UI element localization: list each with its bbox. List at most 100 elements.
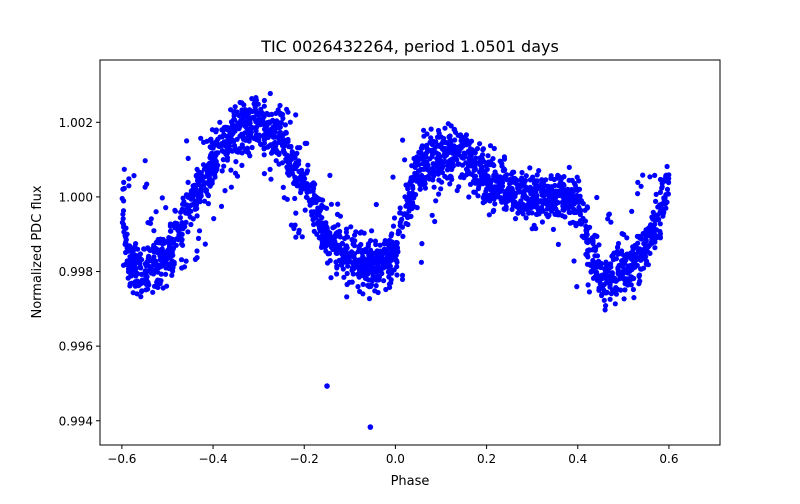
data-point: [324, 237, 330, 243]
y-axis: 0.994 0.996 0.998 1.000 1.002: [59, 116, 100, 428]
data-point: [121, 224, 127, 230]
data-point: [349, 265, 356, 271]
data-point: [270, 117, 276, 123]
data-point: [198, 135, 204, 141]
data-point: [487, 177, 493, 183]
data-point: [575, 196, 581, 202]
data-point: [239, 150, 245, 156]
data-point: [361, 230, 367, 236]
data-point: [490, 208, 496, 215]
data-point: [507, 197, 513, 203]
data-point: [635, 179, 641, 185]
data-point: [526, 202, 532, 208]
data-point: [367, 257, 373, 263]
data-point: [197, 199, 203, 205]
data-point: [237, 146, 243, 152]
data-point: [308, 182, 314, 188]
data-point: [287, 119, 293, 125]
data-point: [520, 188, 527, 195]
data-point: [436, 130, 442, 136]
data-point: [373, 255, 379, 261]
data-point: [192, 256, 198, 262]
data-point: [531, 189, 538, 196]
data-point: [427, 139, 433, 145]
data-point: [240, 131, 246, 138]
data-point: [467, 181, 474, 187]
data-point: [619, 231, 625, 237]
data-point: [555, 241, 562, 247]
data-point: [451, 143, 457, 149]
data-point: [561, 174, 567, 180]
data-point: [492, 193, 499, 199]
data-point: [534, 203, 540, 210]
data-point: [373, 201, 379, 208]
data-point: [461, 175, 467, 181]
data-point: [478, 166, 484, 173]
data-point: [465, 139, 471, 145]
data-point: [386, 237, 393, 243]
data-point: [141, 246, 147, 252]
data-point: [232, 170, 239, 176]
data-point: [408, 213, 414, 219]
data-point: [483, 188, 489, 194]
data-point: [379, 265, 385, 271]
data-point: [320, 232, 326, 238]
data-point: [370, 270, 376, 276]
y-tick-label: 0.994: [59, 414, 93, 428]
data-point: [354, 261, 360, 268]
data-point: [344, 281, 350, 288]
data-point: [292, 222, 298, 228]
data-point: [133, 260, 139, 266]
data-point: [136, 256, 142, 262]
data-point: [630, 253, 636, 259]
data-point: [144, 268, 150, 274]
data-point: [410, 200, 416, 206]
data-point: [302, 207, 308, 213]
data-point: [343, 244, 349, 250]
data-point: [293, 180, 300, 186]
data-point: [481, 179, 487, 185]
data-point: [280, 184, 286, 190]
data-point: [276, 151, 282, 157]
data-point: [603, 261, 609, 267]
data-points: [119, 90, 672, 430]
data-point: [643, 261, 649, 267]
data-point: [638, 266, 644, 272]
data-point: [299, 234, 305, 240]
data-point: [348, 224, 354, 230]
data-point: [307, 202, 313, 208]
data-point: [343, 229, 349, 235]
data-point: [217, 119, 223, 125]
data-point: [392, 256, 399, 262]
data-point: [433, 198, 439, 204]
data-point: [311, 192, 318, 199]
data-point: [444, 175, 450, 181]
data-point: [273, 134, 279, 140]
data-point: [454, 152, 460, 158]
data-point: [282, 142, 288, 148]
data-point: [178, 257, 185, 263]
data-point: [224, 157, 230, 163]
data-point: [167, 243, 173, 249]
data-point: [652, 235, 658, 241]
data-point: [593, 233, 599, 239]
data-point: [151, 261, 157, 267]
data-point: [258, 141, 264, 147]
data-point: [268, 176, 274, 182]
data-point: [637, 278, 643, 284]
data-point: [649, 214, 655, 220]
data-point: [352, 256, 358, 262]
data-point: [211, 216, 217, 222]
data-point: [400, 137, 406, 143]
data-point: [194, 248, 200, 254]
data-point: [369, 228, 375, 234]
data-point: [228, 167, 234, 173]
data-point: [652, 239, 658, 245]
data-point: [145, 245, 151, 251]
data-point: [261, 146, 267, 152]
data-point: [613, 278, 619, 284]
data-point: [402, 211, 408, 217]
data-point: [498, 175, 504, 181]
data-point: [366, 277, 372, 283]
data-point: [339, 251, 345, 257]
